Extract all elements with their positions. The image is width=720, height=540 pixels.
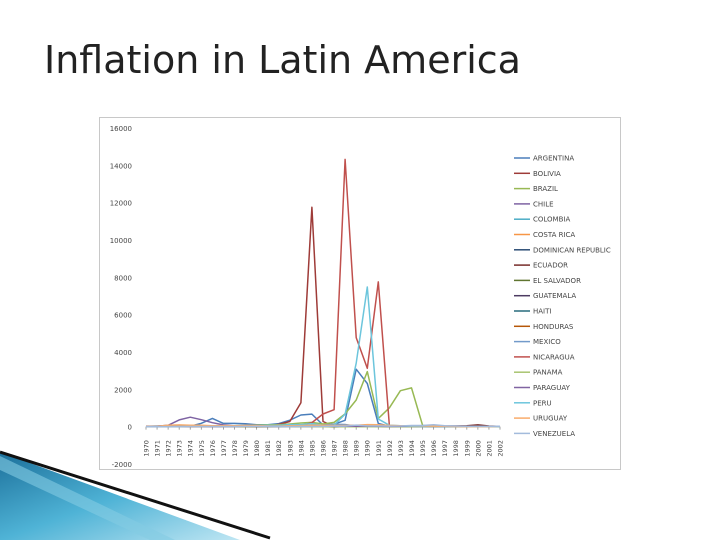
series-line-bolivia bbox=[146, 206, 500, 428]
x-tick-label: 1978 bbox=[231, 440, 239, 457]
slide-corner-decoration bbox=[0, 450, 271, 540]
y-tick-label: 0 bbox=[128, 424, 132, 432]
y-tick-label: 12000 bbox=[110, 200, 132, 208]
x-tick-label: 1982 bbox=[275, 440, 283, 457]
x-tick-label: 1993 bbox=[397, 440, 405, 457]
x-tick-label: 1983 bbox=[286, 440, 294, 457]
x-tick-label: 1976 bbox=[209, 440, 217, 457]
x-tick-label: 1985 bbox=[308, 440, 316, 457]
x-tick-label: 1995 bbox=[419, 440, 427, 457]
y-tick-label: 10000 bbox=[110, 237, 132, 245]
legend-label: URUGUAY bbox=[533, 415, 568, 423]
x-tick-label: 1990 bbox=[364, 440, 372, 457]
x-tick-label: 1998 bbox=[452, 440, 460, 457]
slide-title: Inflation in Latin America bbox=[44, 38, 521, 82]
x-tick-label: 1973 bbox=[176, 440, 184, 457]
legend-label: PANAMA bbox=[533, 369, 563, 377]
x-tick-label: 1984 bbox=[297, 440, 305, 457]
x-tick-label: 1994 bbox=[408, 440, 416, 457]
legend-label: HAITI bbox=[533, 308, 551, 316]
x-tick-label: 1981 bbox=[264, 440, 272, 457]
x-tick-label: 1974 bbox=[187, 440, 195, 457]
x-tick-label: 2001 bbox=[485, 440, 493, 457]
legend-label: COSTA RICA bbox=[533, 231, 575, 239]
x-tick-label: 1972 bbox=[165, 440, 173, 457]
chart-frame: -2000 0 2000 4000 6000 8000 10000 12000 14000 160… bbox=[99, 117, 621, 470]
x-tick-label: 1977 bbox=[220, 440, 228, 457]
legend-label: VENEZUELA bbox=[533, 430, 575, 438]
x-tick-label: 1988 bbox=[342, 440, 350, 457]
x-tick-label: 1996 bbox=[430, 440, 438, 457]
y-tick-label: 4000 bbox=[114, 349, 132, 357]
series-line-uruguay bbox=[145, 423, 501, 428]
legend-label: ECUADOR bbox=[533, 262, 568, 270]
x-tick-label: 2002 bbox=[497, 440, 505, 457]
x-tick-label: 1991 bbox=[375, 440, 383, 457]
legend-label: CHILE bbox=[533, 200, 554, 208]
legend-label: PERU bbox=[533, 399, 552, 407]
legend-label: EL SALVADOR bbox=[533, 277, 581, 285]
series-line-nicaragua bbox=[146, 158, 501, 428]
legend-label: GUATEMALA bbox=[533, 292, 576, 300]
legend-label: NICARAGUA bbox=[533, 353, 575, 361]
series-lines bbox=[145, 158, 501, 428]
y-axis: -2000 0 2000 4000 6000 8000 10000 12000 14000 160… bbox=[110, 125, 132, 469]
inflation-line-chart: -2000 0 2000 4000 6000 8000 10000 12000 14000 160… bbox=[110, 125, 611, 469]
x-tick-label: 1975 bbox=[198, 440, 206, 457]
series-line-venezuela bbox=[146, 424, 501, 428]
legend-label: BRAZIL bbox=[533, 185, 558, 193]
y-tick-label: 8000 bbox=[114, 274, 132, 282]
x-tick-label: 1971 bbox=[154, 440, 162, 457]
x-tick-label: 1989 bbox=[353, 440, 361, 457]
x-tick-label: 1980 bbox=[253, 440, 261, 457]
x-tick-label: 1986 bbox=[320, 440, 328, 457]
y-tick-label: 2000 bbox=[114, 386, 132, 394]
legend-label: BOLIVIA bbox=[533, 170, 561, 178]
x-tick-label: 1992 bbox=[386, 440, 394, 457]
legend-label: ARGENTINA bbox=[533, 155, 574, 163]
series-line-peru bbox=[145, 286, 501, 428]
x-tick-label: 1987 bbox=[331, 440, 339, 457]
legend-label: MEXICO bbox=[533, 338, 561, 346]
x-tick-label: 2000 bbox=[474, 440, 482, 457]
legend-label: DOMINICAN REPUBLIC bbox=[533, 246, 611, 254]
x-tick-label: 1997 bbox=[441, 440, 449, 457]
y-tick-label: -2000 bbox=[112, 461, 132, 469]
legend-label: COLOMBIA bbox=[533, 216, 570, 224]
y-tick-label: 14000 bbox=[110, 162, 132, 170]
x-tick-label: 1970 bbox=[143, 440, 151, 457]
x-tick-label: 1979 bbox=[242, 440, 250, 457]
legend-label: HONDURAS bbox=[533, 323, 574, 331]
y-tick-label: 16000 bbox=[110, 125, 132, 133]
y-tick-label: 6000 bbox=[114, 312, 132, 320]
legend: ARGENTINA BOLIVIA BRAZIL CHILE COLOMBIA COSTA… bbox=[514, 155, 611, 438]
legend-label: PARAGUAY bbox=[533, 384, 571, 392]
x-tick-label: 1999 bbox=[463, 440, 471, 457]
